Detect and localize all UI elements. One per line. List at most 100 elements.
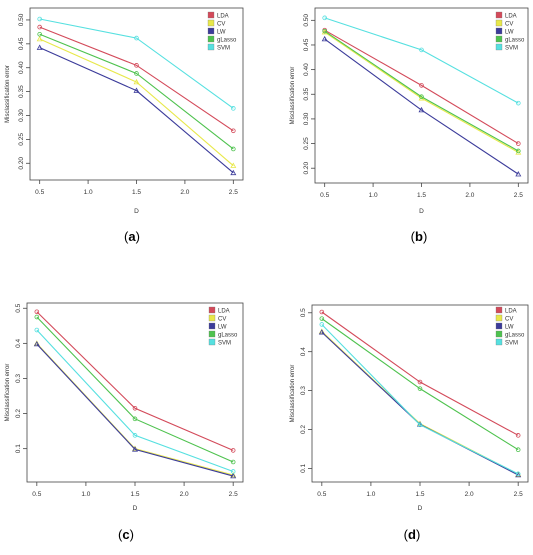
legend-swatch-LDA <box>495 11 503 19</box>
data-point-SVM <box>37 16 42 22</box>
series-line-LW <box>36 343 234 477</box>
data-point-LDA <box>37 24 42 30</box>
data-point-gLasso <box>230 459 236 465</box>
data-point-gLasso <box>516 148 521 154</box>
plot-frame <box>311 304 529 483</box>
legend-swatch-LW <box>207 27 215 35</box>
x-tick-label: 1.0 <box>84 189 93 196</box>
x-tick-label: 1.0 <box>369 192 378 199</box>
data-point-gLasso <box>132 416 138 422</box>
legend-swatch-LDA <box>495 306 503 314</box>
legend-label-CV: CV <box>505 22 513 28</box>
legend-label-CV: CV <box>505 317 513 323</box>
x-tick-label: 2.5 <box>514 491 523 498</box>
chart-panel-2: 0.5 1.0 1.5 2.0 2.5 0.20 0.25 0.30 0.35 0.40 0.45 0… <box>290 7 529 244</box>
series-line-LW <box>324 38 519 175</box>
x-tick-label: 2.5 <box>229 189 238 196</box>
data-point-SVM <box>417 422 423 428</box>
data-point-SVM <box>515 471 521 477</box>
series-line-SVM <box>36 329 234 472</box>
legend: LDA CV LW gLasso SVM <box>495 306 525 347</box>
x-tick-label: 2.0 <box>180 491 189 498</box>
y-tick-label: 0.1 <box>15 444 22 453</box>
series-line-SVM <box>324 17 519 104</box>
series-line-LDA <box>324 29 519 145</box>
plot-frame <box>26 302 244 483</box>
y-tick-label: 0.35 <box>18 85 25 98</box>
y-tick-label: 0.30 <box>303 112 310 125</box>
y-tick-label: 0.25 <box>18 133 25 146</box>
x-axis-label: D <box>419 208 424 215</box>
data-point-LDA <box>319 309 325 315</box>
data-point-gLasso <box>34 314 40 320</box>
y-tick-label: 0.45 <box>303 38 310 51</box>
legend-swatch-SVM <box>495 338 503 346</box>
data-point-LW <box>230 169 237 176</box>
data-point-LDA <box>231 128 236 134</box>
series-line-LDA <box>39 26 234 132</box>
y-tick-label: 0.3 <box>300 386 307 395</box>
data-point-gLasso <box>319 316 325 321</box>
data-point-LW <box>321 35 328 42</box>
data-point-LDA <box>34 309 40 315</box>
legend-label-SVM: SVM <box>505 341 518 347</box>
y-tick-label: 0.50 <box>303 14 310 27</box>
y-tick-label: 0.35 <box>303 88 310 101</box>
data-point-LDA <box>419 83 424 88</box>
data-point-SVM <box>132 433 138 438</box>
legend-label-gLasso: gLasso <box>505 333 525 339</box>
y-axis-label: Misclassification error <box>290 365 296 423</box>
x-tick-label: 2.0 <box>180 189 189 196</box>
x-tick-label: 2.5 <box>514 192 523 199</box>
series-line-LDA <box>321 311 519 436</box>
x-tick-label: 1.5 <box>415 491 424 498</box>
y-tick-label: 0.40 <box>18 61 25 74</box>
legend-label-SVM: SVM <box>505 46 518 52</box>
data-point-LW <box>515 171 522 177</box>
legend-label-gLasso: gLasso <box>505 38 525 44</box>
series-line-CV <box>36 342 234 476</box>
legend-swatch-gLasso <box>495 330 503 338</box>
data-point-LDA <box>417 379 423 385</box>
y-tick-label: 0.1 <box>300 463 307 472</box>
x-tick-label: 1.5 <box>132 189 141 196</box>
series-line-CV <box>39 38 234 167</box>
legend-swatch-CV <box>208 314 216 322</box>
data-point-LDA <box>515 433 521 438</box>
legend-swatch-CV <box>495 19 503 27</box>
data-point-LW <box>515 471 522 478</box>
series-line-LW <box>39 47 234 174</box>
y-tick-label: 0.40 <box>303 63 310 76</box>
x-tick-label: 2.0 <box>465 491 474 498</box>
y-tick-label: 0.45 <box>18 37 25 50</box>
legend-label-CV: CV <box>217 22 225 28</box>
x-tick-label: 1.5 <box>417 192 426 199</box>
legend-swatch-gLasso <box>208 330 216 338</box>
data-point-gLasso <box>515 447 521 453</box>
legend-label-gLasso: gLasso <box>217 38 237 44</box>
y-axis-label: Misclassification error <box>290 67 296 125</box>
x-axis-label: D <box>134 208 139 215</box>
x-tick-label: 0.5 <box>317 491 326 498</box>
data-point-gLasso <box>322 28 327 34</box>
data-point-gLasso <box>231 146 236 152</box>
data-point-SVM <box>134 35 139 41</box>
x-tick-label: 1.0 <box>81 491 90 498</box>
x-tick-label: 0.5 <box>320 192 329 199</box>
legend-label-CV: CV <box>218 317 226 323</box>
legend-swatch-gLasso <box>495 35 503 43</box>
y-axis-label: Misclassification error <box>5 364 11 422</box>
series-line-CV <box>321 331 519 475</box>
data-point-SVM <box>230 469 236 474</box>
legend-label-LDA: LDA <box>217 14 229 20</box>
series-line-gLasso <box>36 316 234 463</box>
data-point-LDA <box>134 63 139 68</box>
legend-label-LW: LW <box>217 30 226 36</box>
legend-label-SVM: SVM <box>217 46 230 52</box>
chart-panel-1: 0.5 1.0 1.5 2.0 2.5 0.20 0.25 0.30 0.35 0.40 0.45 0… <box>5 7 244 244</box>
legend-label-LW: LW <box>505 325 514 331</box>
series-line-LW <box>321 331 519 476</box>
chart-panel-3: 0.5 1.0 1.5 2.0 2.5 0.1 0.2 0.3 0.4 0.5 D Misclassi… <box>5 302 244 542</box>
legend-label-LW: LW <box>505 30 514 36</box>
